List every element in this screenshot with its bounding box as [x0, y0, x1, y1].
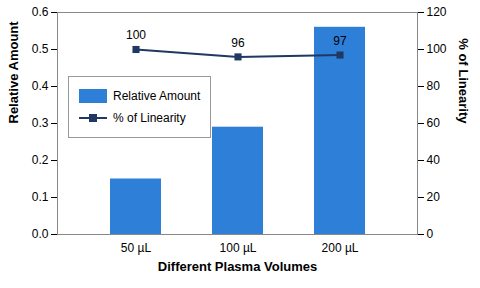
svg-text:100 µL: 100 µL	[220, 241, 257, 255]
svg-text:0.0: 0.0	[32, 227, 49, 241]
svg-text:0.3: 0.3	[32, 116, 49, 130]
svg-text:0.4: 0.4	[32, 79, 49, 93]
svg-text:20: 20	[427, 190, 441, 204]
svg-text:97: 97	[333, 34, 347, 48]
svg-text:0.1: 0.1	[32, 190, 49, 204]
svg-text:60: 60	[427, 116, 441, 130]
svg-text:80: 80	[427, 79, 441, 93]
svg-text:0.5: 0.5	[32, 42, 49, 56]
html-text:% of Linearity: % of Linearity	[113, 111, 186, 125]
svg-text:Relative Amount: Relative Amount	[6, 21, 21, 124]
svg-text:Different Plasma Volumes: Different Plasma Volumes	[158, 259, 317, 274]
svg-text:96: 96	[231, 36, 245, 50]
svg-text:100: 100	[126, 28, 146, 42]
svg-text:120: 120	[427, 5, 447, 19]
svg-text:0.2: 0.2	[32, 153, 49, 167]
html-text:Relative Amount: Relative Amount	[113, 89, 201, 103]
svg-text:200 µL: 200 µL	[322, 241, 359, 255]
svg-text:100: 100	[427, 42, 447, 56]
svg-text:40: 40	[427, 153, 441, 167]
svg-text:0.6: 0.6	[32, 5, 49, 19]
svg-text:% of Linearity: % of Linearity	[456, 38, 471, 124]
svg-text:0: 0	[427, 227, 434, 241]
svg-text:50 µL: 50 µL	[121, 241, 152, 255]
